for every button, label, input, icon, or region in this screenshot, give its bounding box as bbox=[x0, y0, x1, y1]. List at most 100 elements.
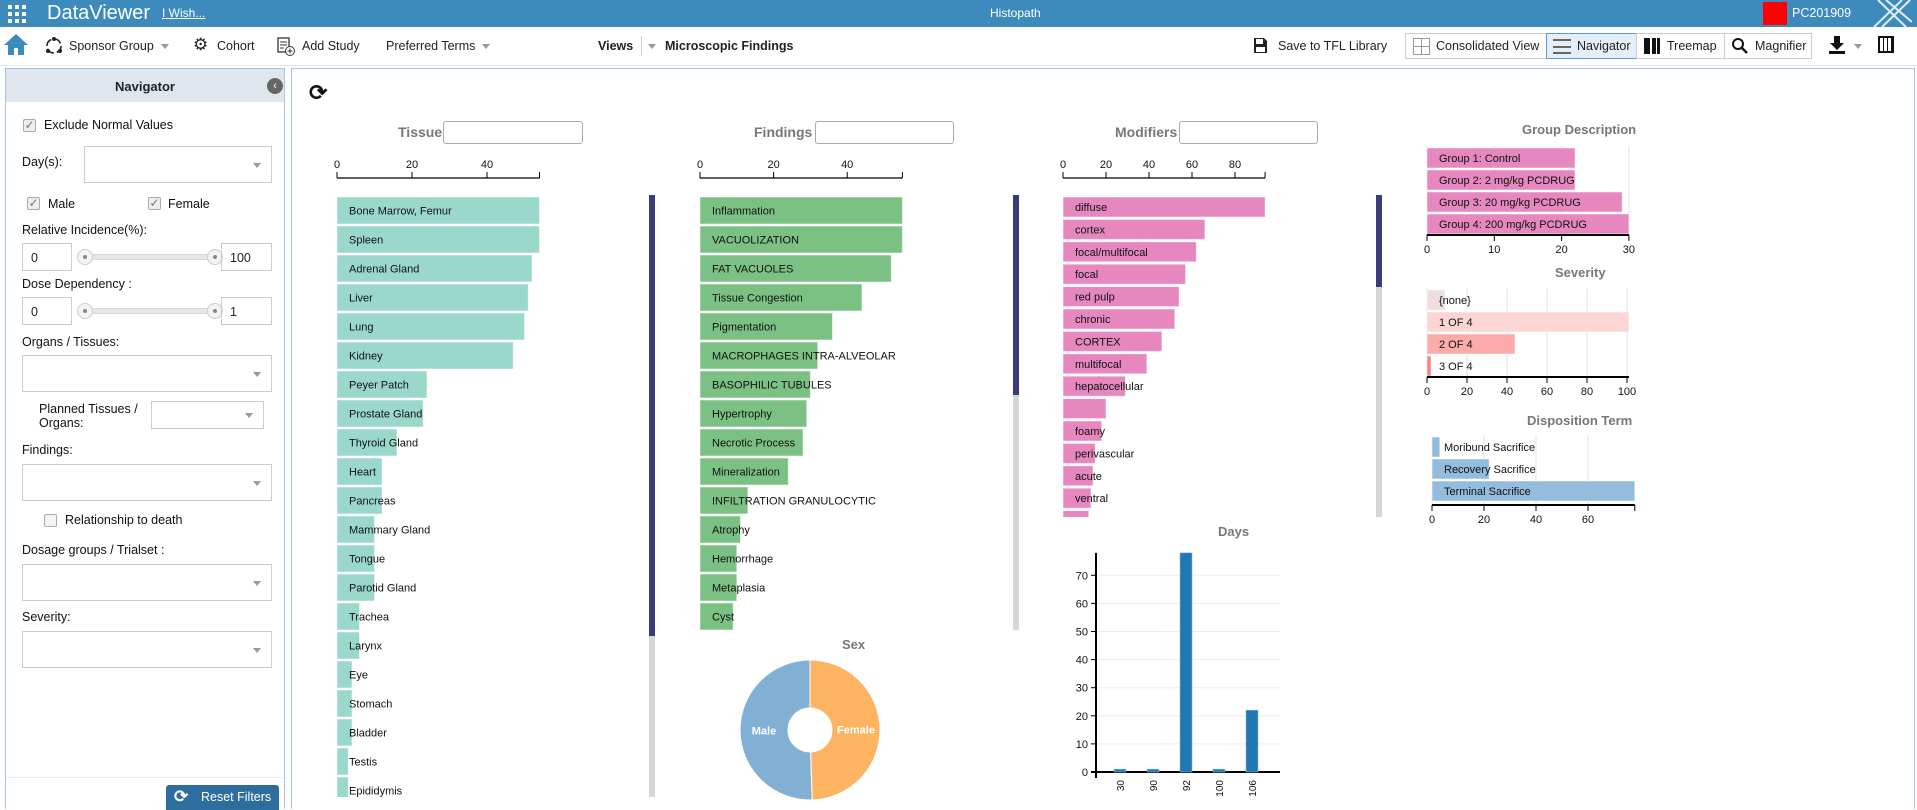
bar[interactable] bbox=[336, 631, 360, 660]
scrollbar-thumb[interactable] bbox=[1013, 195, 1019, 395]
download-dropdown[interactable] bbox=[1854, 39, 1862, 53]
bar[interactable] bbox=[1062, 465, 1094, 487]
bar[interactable] bbox=[336, 689, 353, 718]
bar[interactable] bbox=[699, 573, 738, 602]
bar[interactable] bbox=[336, 370, 428, 399]
male-checkbox[interactable]: ✓ bbox=[27, 196, 40, 210]
bar[interactable] bbox=[699, 341, 819, 370]
slider-max-handle[interactable] bbox=[207, 249, 223, 265]
bar[interactable] bbox=[336, 254, 533, 283]
bar[interactable] bbox=[336, 457, 383, 486]
bar[interactable] bbox=[1062, 218, 1206, 240]
bar[interactable] bbox=[336, 718, 353, 747]
modifiers-scrollbar[interactable] bbox=[1376, 195, 1382, 517]
bar[interactable] bbox=[336, 341, 514, 370]
bar[interactable] bbox=[1426, 333, 1516, 355]
female-checkbox[interactable]: ✓ bbox=[148, 196, 161, 210]
bar[interactable] bbox=[336, 283, 529, 312]
bar[interactable] bbox=[1426, 355, 1432, 377]
slider-min-handle[interactable] bbox=[77, 303, 93, 319]
bar[interactable] bbox=[1062, 241, 1197, 263]
modifiers-filter-input[interactable] bbox=[1179, 121, 1318, 144]
bar[interactable] bbox=[1212, 768, 1226, 773]
bar[interactable] bbox=[336, 660, 353, 689]
bar[interactable] bbox=[1062, 510, 1090, 531]
bar[interactable] bbox=[336, 747, 349, 776]
bar[interactable] bbox=[699, 486, 749, 515]
bar[interactable] bbox=[699, 196, 903, 225]
bar[interactable] bbox=[336, 225, 540, 254]
bar[interactable] bbox=[699, 544, 738, 573]
bar[interactable] bbox=[1113, 768, 1127, 773]
bar[interactable] bbox=[1062, 330, 1163, 352]
bar[interactable] bbox=[1426, 289, 1446, 311]
save-to-tfl-button[interactable]: Save to TFL Library bbox=[1278, 39, 1388, 53]
dosage-groups-select[interactable] bbox=[22, 564, 272, 601]
bar[interactable] bbox=[699, 254, 892, 283]
bar[interactable] bbox=[699, 370, 811, 399]
tissue-filter-input[interactable] bbox=[443, 121, 583, 144]
selected-view[interactable]: Microscopic Findings bbox=[665, 39, 794, 53]
bar[interactable] bbox=[1431, 436, 1441, 458]
sponsor-group-menu[interactable]: Sponsor Group bbox=[69, 39, 169, 53]
bar[interactable] bbox=[699, 602, 734, 630]
bar[interactable] bbox=[699, 515, 741, 544]
bar[interactable] bbox=[1062, 420, 1103, 442]
cohort-button[interactable]: Cohort bbox=[217, 39, 255, 53]
bar[interactable] bbox=[699, 399, 808, 428]
scrollbar-thumb[interactable] bbox=[649, 195, 655, 636]
bar[interactable] bbox=[1426, 311, 1630, 333]
bar[interactable] bbox=[336, 544, 375, 573]
user-id[interactable]: PC201909 bbox=[1792, 6, 1852, 20]
bar[interactable] bbox=[699, 428, 804, 457]
bar[interactable] bbox=[1426, 191, 1623, 213]
organs-select[interactable] bbox=[22, 355, 272, 392]
bar[interactable] bbox=[1062, 308, 1176, 330]
bar[interactable] bbox=[1245, 709, 1259, 773]
i-wish-link[interactable]: I Wish... bbox=[162, 6, 206, 20]
bar[interactable] bbox=[699, 225, 903, 254]
planned-tissues-select[interactable] bbox=[151, 401, 264, 429]
treemap-view-button[interactable]: Treemap bbox=[1636, 33, 1725, 59]
bar[interactable] bbox=[336, 776, 349, 804]
add-study-button[interactable]: Add Study bbox=[302, 39, 360, 53]
consolidated-view-button[interactable]: Consolidated View bbox=[1405, 33, 1547, 59]
bar[interactable] bbox=[699, 457, 789, 486]
dose-dependency-max-input[interactable]: 1 bbox=[221, 297, 272, 325]
bar[interactable] bbox=[699, 283, 863, 312]
donut-slice[interactable] bbox=[809, 659, 881, 801]
bar[interactable] bbox=[1179, 552, 1193, 773]
bar[interactable] bbox=[1062, 286, 1180, 308]
bar[interactable] bbox=[336, 573, 375, 602]
bar[interactable] bbox=[1431, 458, 1490, 480]
bar[interactable] bbox=[1062, 353, 1148, 375]
refresh-icon[interactable]: ⟳ bbox=[309, 80, 328, 105]
views-dropdown[interactable] bbox=[648, 39, 656, 53]
findings-filter-input[interactable] bbox=[815, 121, 954, 144]
bar[interactable] bbox=[336, 486, 383, 515]
bar[interactable] bbox=[336, 602, 360, 631]
collapse-icon[interactable]: ‹ bbox=[267, 78, 283, 94]
relative-incidence-slider[interactable] bbox=[77, 249, 223, 265]
bar[interactable] bbox=[1062, 263, 1187, 285]
dose-dependency-slider[interactable] bbox=[77, 303, 223, 319]
apps-grid-icon[interactable] bbox=[8, 5, 26, 23]
bar[interactable] bbox=[1062, 442, 1096, 464]
download-icon[interactable] bbox=[1828, 35, 1846, 55]
scrollbar-thumb[interactable] bbox=[1376, 195, 1382, 287]
tissue-scrollbar[interactable] bbox=[649, 195, 655, 797]
bar[interactable] bbox=[336, 312, 525, 341]
reset-filters-button[interactable]: ⟳ Reset Filters bbox=[166, 785, 279, 810]
findings-scrollbar[interactable] bbox=[1013, 195, 1019, 630]
findings-select[interactable] bbox=[22, 464, 272, 501]
home-icon[interactable] bbox=[3, 32, 29, 56]
bar[interactable] bbox=[336, 515, 375, 544]
bar[interactable] bbox=[1062, 196, 1266, 218]
bar[interactable] bbox=[336, 428, 398, 457]
bar[interactable] bbox=[1431, 480, 1636, 502]
preferred-terms-menu[interactable]: Preferred Terms bbox=[386, 39, 491, 53]
bar[interactable] bbox=[699, 312, 833, 341]
table-icon[interactable] bbox=[1878, 36, 1894, 53]
days-select[interactable] bbox=[84, 146, 272, 183]
relationship-to-death-checkbox[interactable] bbox=[44, 514, 57, 527]
